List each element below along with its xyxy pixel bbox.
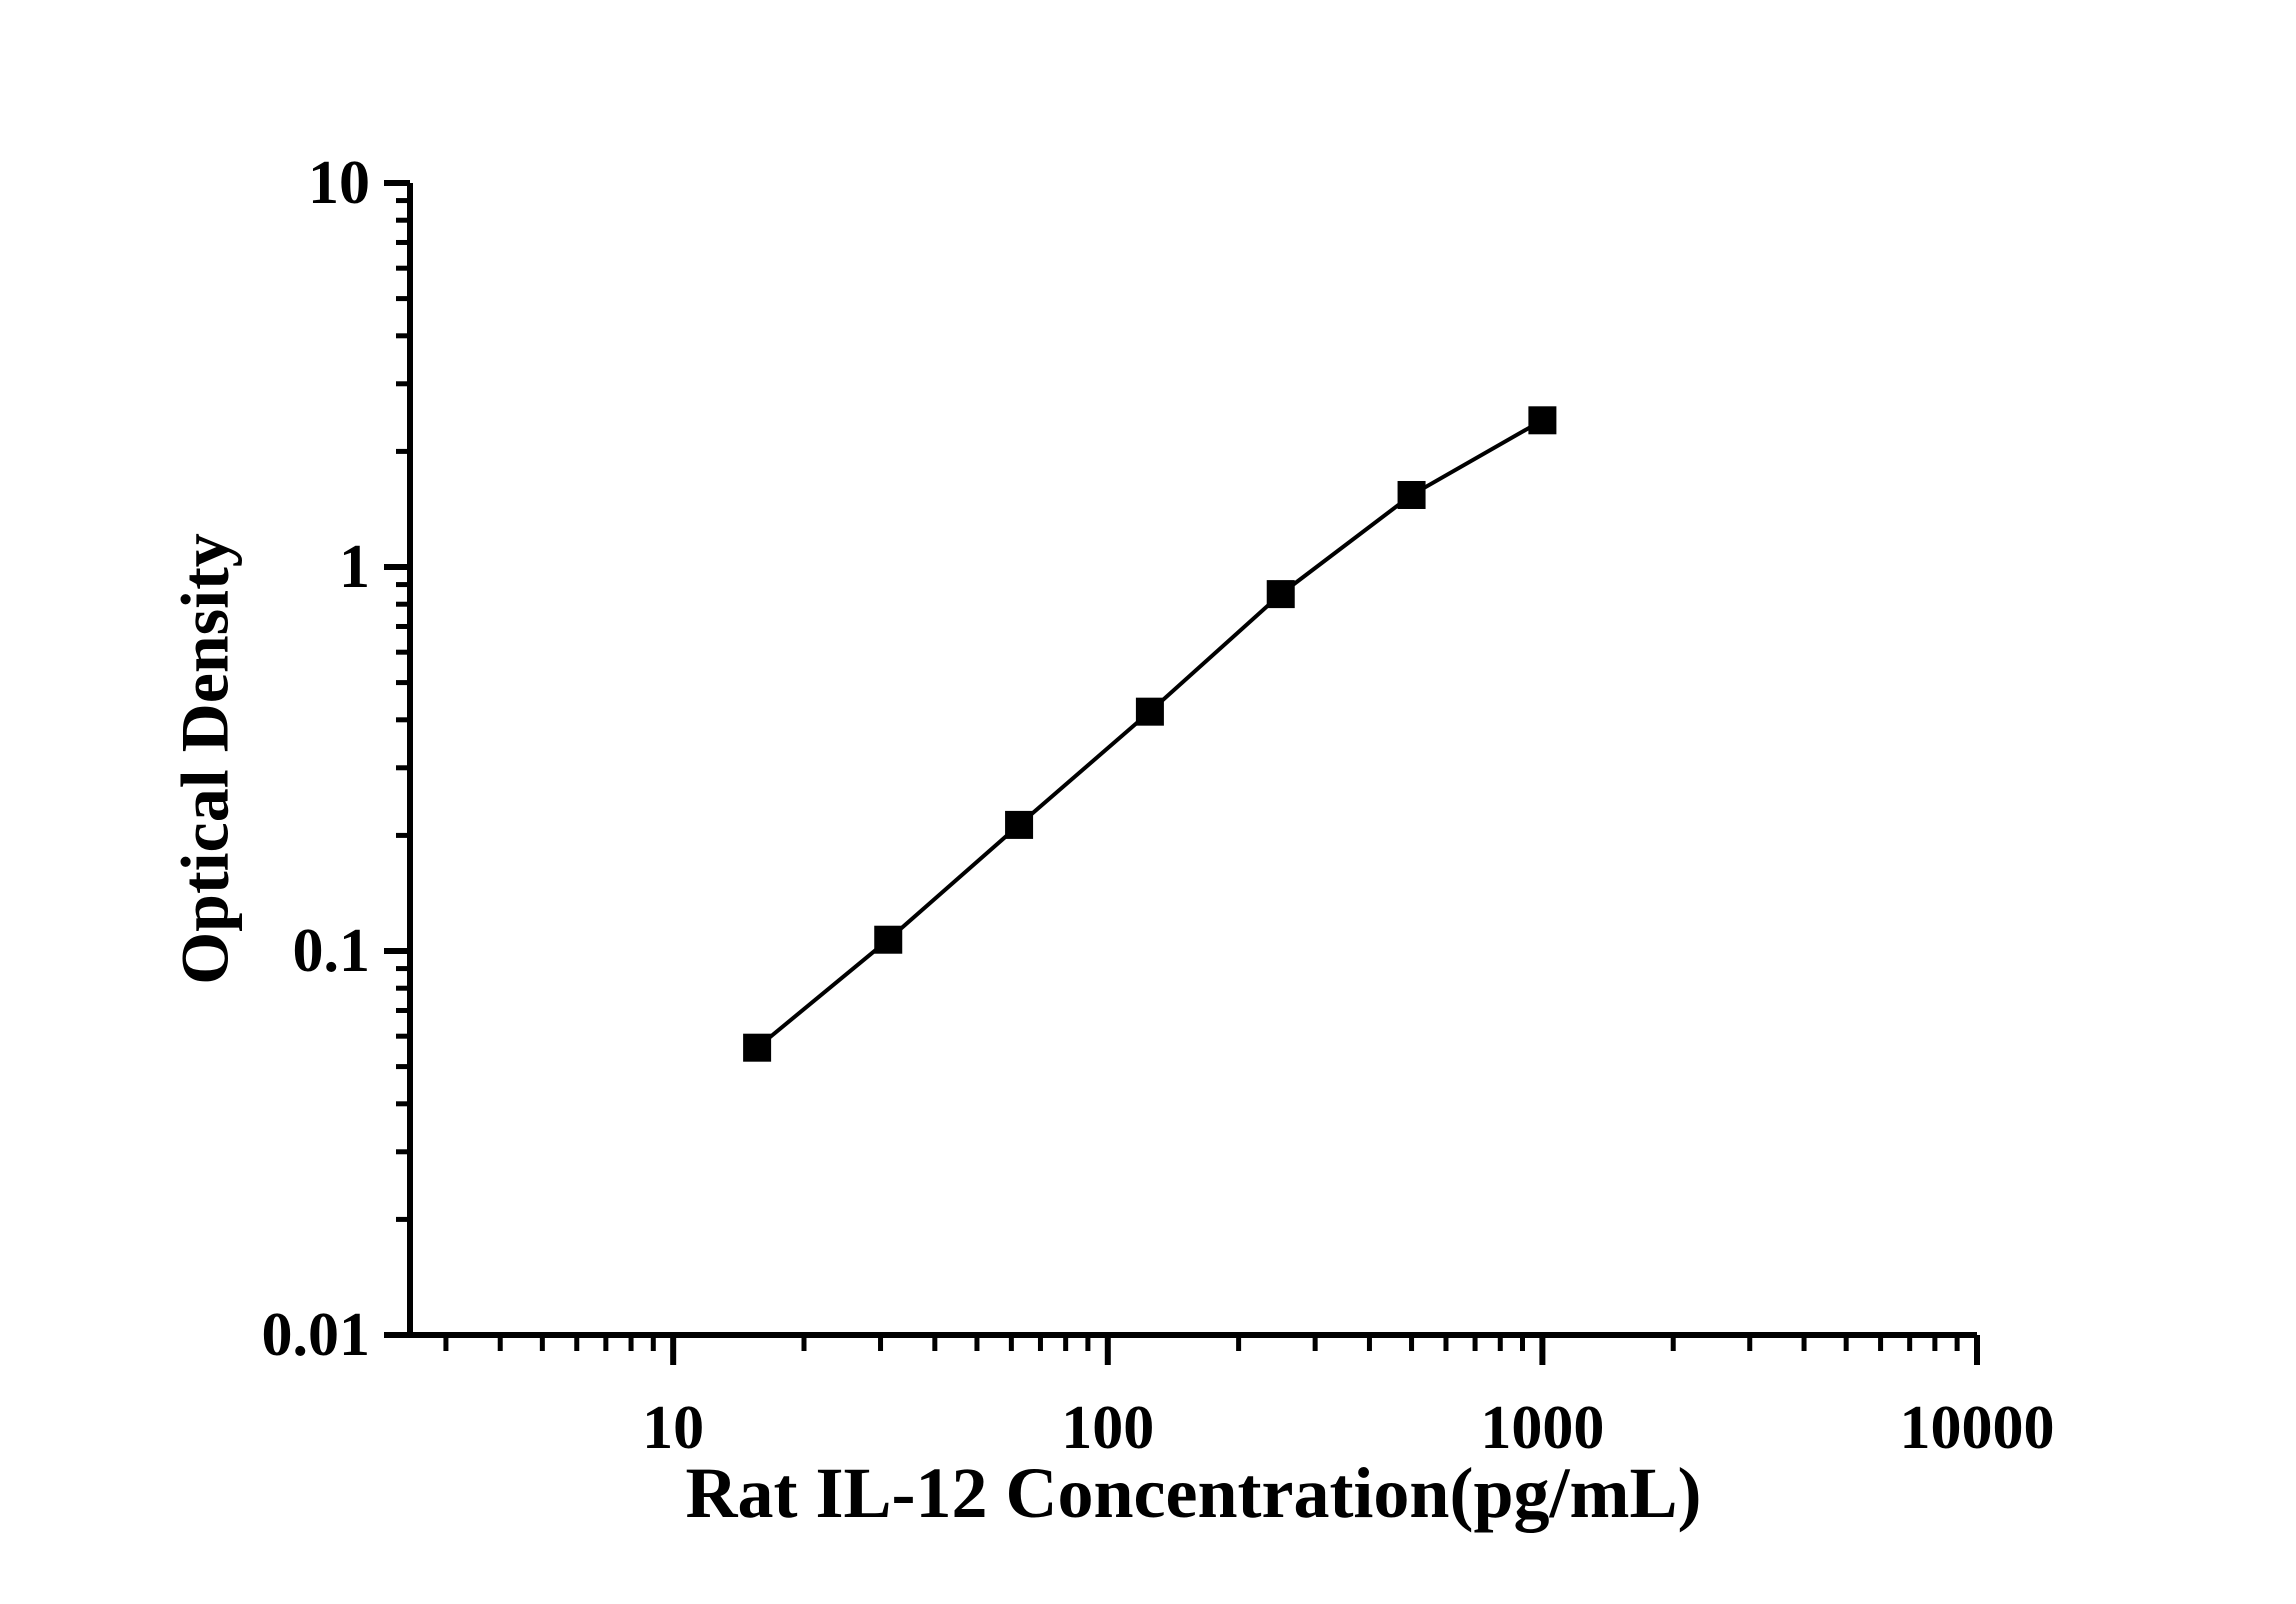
data-point-marker [1005, 810, 1034, 839]
data-point-marker [1528, 406, 1557, 435]
y-tick-label: 10 [308, 149, 370, 217]
data-point-marker [874, 925, 903, 954]
data-point-marker [1135, 697, 1164, 726]
x-tick-label: 10000 [1900, 1394, 2055, 1462]
y-tick-label: 0.01 [262, 1301, 371, 1369]
y-axis-title: Optical Density [166, 533, 243, 985]
data-point-marker [743, 1033, 772, 1062]
x-tick-label: 100 [1061, 1394, 1154, 1462]
x-axis-title: Rat IL-12 Concentration(pg/mL) [685, 1453, 1702, 1533]
y-tick-label: 1 [339, 533, 370, 601]
data-point-marker [1266, 580, 1295, 609]
x-tick-label: 10 [642, 1394, 704, 1462]
y-tick-label: 0.1 [293, 917, 371, 985]
x-tick-label: 1000 [1480, 1394, 1604, 1462]
data-point-marker [1397, 480, 1426, 509]
